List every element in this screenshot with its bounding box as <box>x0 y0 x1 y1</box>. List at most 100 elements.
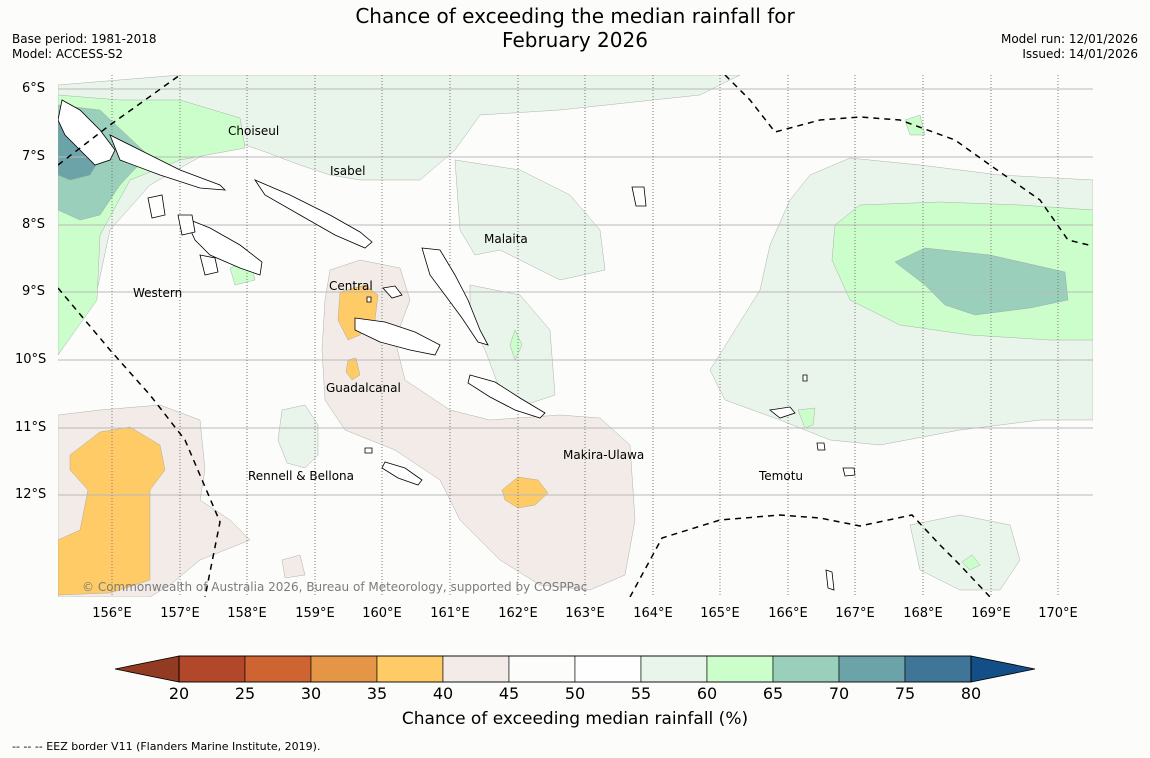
shade-60-65-small5 <box>904 114 926 136</box>
place-label-rennell: Rennell & Bellona <box>248 469 355 483</box>
colorbar-title: Chance of exceeding median rainfall (%) <box>401 709 749 729</box>
lat-label-9s: 9°S <box>22 284 46 299</box>
place-label-makira: Makira-Ulawa <box>563 448 645 462</box>
shade-60-65-small4 <box>961 554 981 571</box>
place-label-temotu: Temotu <box>759 469 804 483</box>
island-malaita <box>421 247 489 346</box>
colorbar-cell <box>244 655 312 683</box>
base-period: Base period: 1981-2018 <box>12 32 157 46</box>
island-bougainville <box>58 99 116 166</box>
lon-label-158e: 158°E <box>227 606 267 621</box>
lat-label-8s: 8°S <box>22 217 46 232</box>
island-utupua <box>842 467 856 477</box>
island-rendova <box>199 254 219 276</box>
shade-40-45-small <box>281 554 306 579</box>
lon-label-162e: 162°E <box>498 606 538 621</box>
shade-55-60-west <box>277 404 319 469</box>
lon-gridlines <box>111 75 1059 597</box>
colorbar-tick-75: 75 <box>894 684 916 703</box>
island-makira <box>467 374 546 419</box>
colorbar-cell <box>442 655 510 683</box>
lon-label-163e: 163°E <box>565 606 605 621</box>
colorbar <box>114 655 1036 683</box>
colorbar-cell <box>178 655 246 683</box>
lon-label-164e: 164°E <box>633 606 673 621</box>
shade-60-65-small3 <box>797 407 816 429</box>
model-run: Model run: 12/01/2026 <box>1000 32 1138 46</box>
model-name: Model: ACCESS-S2 <box>12 47 124 61</box>
shade-55-60-malaita <box>454 159 606 281</box>
lat-label-6s: 6°S <box>22 81 46 96</box>
place-label-guadalcanal: Guadalcanal <box>326 381 401 395</box>
colorbar-tick-55: 55 <box>630 684 652 703</box>
issued-date: Issued: 14/01/2026 <box>1022 47 1138 61</box>
colorbar-cell <box>838 655 906 683</box>
shade-35-40-guad <box>345 357 361 381</box>
map-title: Chance of exceeding the median rainfall … <box>0 4 1150 52</box>
colorbar-tick-40: 40 <box>432 684 454 703</box>
lon-label-157e: 157°E <box>160 606 200 621</box>
lon-label-165e: 165°E <box>700 606 740 621</box>
place-label-malaita: Malaita <box>484 232 528 246</box>
island-bellona <box>364 447 373 454</box>
island-isabel <box>253 179 373 249</box>
colorbar-tick-70: 70 <box>828 684 850 703</box>
colorbar-tick-60: 60 <box>696 684 718 703</box>
meta-right: Model run: 12/01/2026 Issued: 14/01/2026 <box>1001 32 1138 62</box>
islands <box>58 99 856 591</box>
lat-label-12s: 12°S <box>15 487 47 502</box>
colorbar-cell <box>772 655 840 683</box>
place-label-central: Central <box>329 279 373 293</box>
lon-label-160e: 160°E <box>362 606 402 621</box>
colorbar-cell <box>376 655 444 683</box>
colorbar-cell <box>310 655 378 683</box>
island-nggela <box>382 285 403 299</box>
lon-label-166e: 166°E <box>768 606 808 621</box>
title-line-1: Chance of exceeding the median rainfall … <box>355 4 795 28</box>
lon-label-156e: 156°E <box>92 606 132 621</box>
lon-label-161e: 161°E <box>430 606 470 621</box>
place-label-western: Western <box>133 286 183 300</box>
colorbar-high-extension <box>971 656 1035 682</box>
lat-label-10s: 10°S <box>15 352 47 367</box>
colorbar-tick-45: 45 <box>498 684 520 703</box>
island-new-georgia <box>184 217 263 276</box>
island-savo <box>366 296 372 303</box>
lat-label-11s: 11°S <box>15 420 47 435</box>
map-area <box>58 75 1093 597</box>
island-vanikoro <box>816 442 826 451</box>
island-reef <box>802 374 808 382</box>
lat-label-7s: 7°S <box>22 149 46 164</box>
place-label-isabel: Isabel <box>330 164 366 178</box>
lon-label-159e: 159°E <box>295 606 335 621</box>
lon-label-170e: 170°E <box>1038 606 1078 621</box>
colorbar-tick-35: 35 <box>366 684 388 703</box>
colorbar-cell <box>706 655 774 683</box>
colorbar-cells <box>178 655 972 683</box>
island-ndeni <box>769 406 796 419</box>
island-kolombangara <box>177 214 196 236</box>
meta-left: Base period: 1981-2018 Model: ACCESS-S2 <box>12 32 157 62</box>
island-rennell <box>381 461 423 486</box>
eez-borders <box>58 75 1093 597</box>
shade-35-40-makira <box>501 476 549 509</box>
colorbar-low-extension <box>115 656 179 682</box>
colorbar-cell <box>640 655 708 683</box>
colorbar-cell <box>574 655 642 683</box>
colorbar-tick-30: 30 <box>300 684 322 703</box>
colorbar-cell <box>904 655 972 683</box>
island-guadalcanal <box>354 317 441 356</box>
lon-label-167e: 167°E <box>835 606 875 621</box>
colorbar-tick-65: 65 <box>762 684 784 703</box>
shade-65-70-east <box>894 247 1069 316</box>
island-vella <box>147 194 166 219</box>
colorbar-tick-50: 50 <box>564 684 586 703</box>
colorbar-tick-25: 25 <box>234 684 256 703</box>
colorbar-cell <box>508 655 576 683</box>
island-tikopia <box>825 569 835 591</box>
colorbar-tick-20: 20 <box>168 684 190 703</box>
title-line-2: February 2026 <box>502 28 648 52</box>
eez-footnote: -- -- -- EEZ border V11 (Flanders Marine… <box>12 740 321 753</box>
place-label-choiseul: Choiseul <box>228 124 280 138</box>
